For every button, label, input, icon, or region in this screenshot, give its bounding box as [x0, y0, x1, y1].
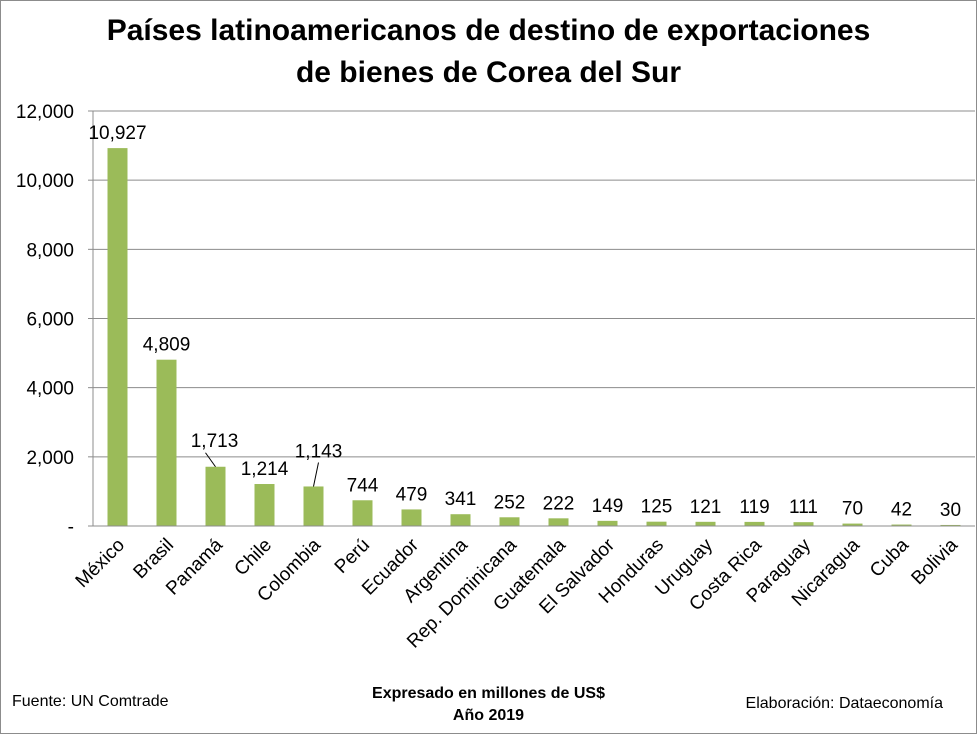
bar — [499, 517, 520, 526]
y-tick-label: 6,000 — [26, 310, 74, 331]
source-note: Fuente: UN Comtrade — [12, 693, 169, 710]
x-tick-label: México — [72, 535, 129, 592]
data-label: 1,713 — [191, 431, 239, 452]
bar — [891, 524, 912, 526]
data-label: 744 — [347, 475, 379, 496]
data-label: 10,927 — [88, 123, 146, 144]
credit-note: Elaboración: Dataeconomía — [745, 695, 943, 712]
bar — [303, 486, 324, 526]
bar — [156, 359, 177, 526]
y-tick-label: 8,000 — [26, 240, 74, 261]
x-tick-label: Chile — [231, 535, 276, 580]
data-label: 30 — [940, 500, 961, 521]
bar — [254, 484, 275, 526]
data-label: 341 — [445, 489, 477, 510]
data-label: 4,809 — [143, 335, 191, 356]
bar — [107, 148, 128, 526]
data-label: 121 — [690, 497, 722, 518]
data-label: 252 — [494, 492, 526, 513]
data-label: 125 — [641, 497, 673, 518]
units-line-2: Año 2019 — [452, 707, 525, 724]
y-tick-label: 10,000 — [16, 171, 74, 192]
y-tick-label: 2,000 — [26, 448, 74, 469]
bar — [744, 521, 765, 526]
bar — [548, 518, 569, 526]
bar — [352, 500, 373, 526]
data-label: 1,143 — [295, 441, 343, 462]
bar — [842, 523, 863, 526]
bar — [695, 521, 716, 526]
chart-title: Países latinoamericanos de destino de ex… — [0, 10, 977, 94]
data-label: 111 — [789, 497, 818, 518]
x-tick-label: Cuba — [866, 534, 913, 581]
data-label-leader — [313, 462, 319, 487]
data-label: 479 — [396, 484, 428, 505]
bar — [793, 522, 814, 526]
x-tick-label: Bolivia — [908, 534, 963, 589]
data-label: 119 — [739, 497, 769, 518]
data-label: 1,214 — [241, 459, 289, 480]
data-label: 222 — [543, 493, 575, 514]
bar — [597, 520, 618, 526]
units-line-1: Expresado en millones de US$ — [372, 685, 605, 702]
data-label-leader — [205, 452, 216, 468]
bar — [401, 509, 422, 526]
y-tick-label: 4,000 — [26, 379, 74, 400]
y-tick-label: - — [68, 517, 74, 538]
x-tick-label: Perú — [331, 535, 374, 578]
bar — [940, 524, 961, 526]
bar — [646, 521, 667, 526]
y-tick-label: 12,000 — [16, 102, 74, 123]
data-label: 42 — [891, 500, 912, 521]
bar — [450, 514, 471, 526]
units-note: Expresado en millones de US$ Año 2019 — [300, 683, 677, 727]
data-label: 70 — [842, 499, 863, 520]
bar — [205, 466, 226, 526]
chart-title-line-1: Países latinoamericanos de destino de ex… — [106, 14, 871, 47]
data-label: 149 — [592, 496, 624, 517]
chart-title-line-2: de bienes de Corea del Sur — [295, 56, 682, 89]
